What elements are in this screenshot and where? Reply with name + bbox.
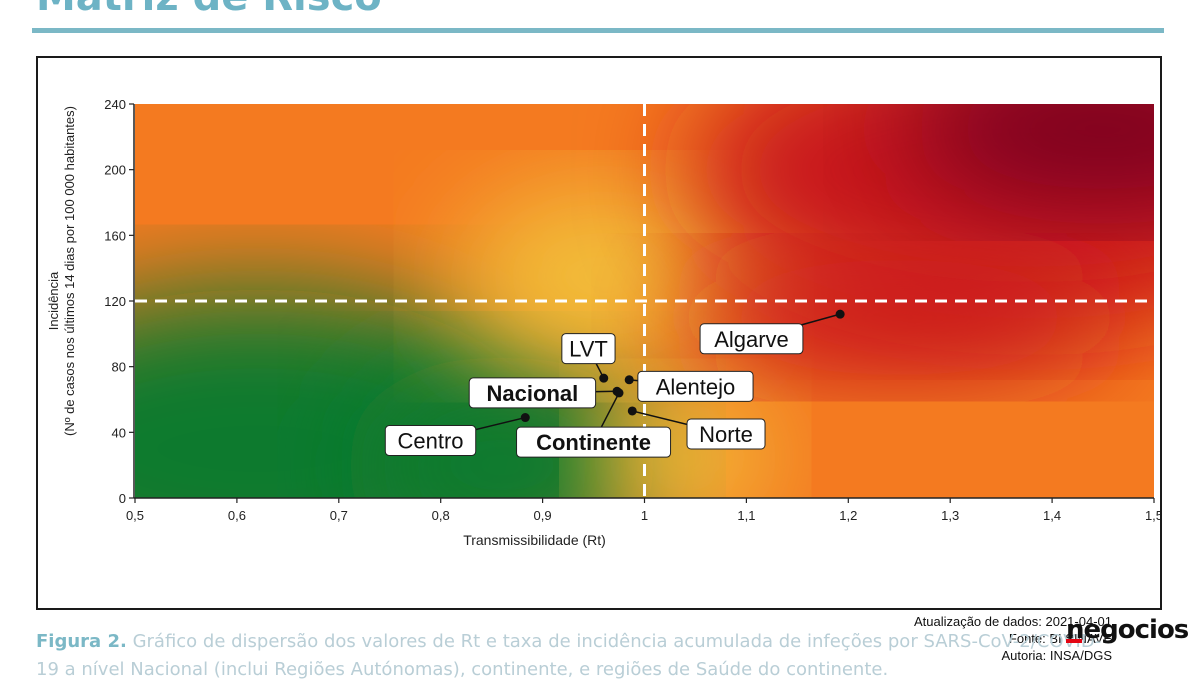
y-tick-label: 200 [104,163,126,178]
bg-yellow-zone-2 [595,386,776,498]
label-box-centro [384,425,477,457]
logo-red-bar [1066,639,1082,643]
page-heading: Matriz de Risco [36,0,382,20]
credits: Atualização de dados: 2021-04-01 Fonte: … [914,613,1112,664]
x-tick-label: 0,7 [330,508,348,523]
x-tick-label: 0,8 [432,508,450,523]
logo-text: negocios [1066,615,1189,645]
label-box-norte [686,418,766,450]
update-date: Atualização de dados: 2021-04-01 [913,614,1112,629]
author-text: Autoria: INSA/DGS [1001,648,1112,663]
y-tick-label: 240 [104,97,126,112]
source-text: Fonte: BI SINAVE [1008,631,1112,646]
x-tick-label: 1 [641,508,648,523]
label-alentejo: Alentejo [656,374,736,399]
bg-yellow-zone [453,186,754,367]
x-tick-label: 1,4 [1043,508,1061,523]
x-tick-label: 1,2 [839,508,857,523]
y-tick-label: 0 [119,491,126,506]
label-centro: Centro [397,429,463,454]
point-alentejo [624,375,634,385]
chart-frame: 0,5 0,6 0,7 0,8 0,9 1 1,1 1,2 1,3 1,4 1,5 0 40 80 120 1… [36,56,1162,663]
point-continente [614,388,624,398]
x-tick-label: 0,5 [126,508,144,523]
label-box-alentejo [637,370,754,402]
bg-darkred-zone [903,104,1154,209]
data-points [520,309,845,423]
y-axis-label: Incidência [46,271,61,330]
x-tick-label: 0,6 [228,508,246,523]
risk-gradient-background [135,104,1154,498]
label-box-continente [516,426,672,458]
y-tick-label: 40 [112,425,126,440]
figure-caption: Figura 2. Gráfico de dispersão dos valor… [36,628,1176,684]
label-nacional: Nacional [487,381,579,406]
x-tick-label: 1,5 [1145,508,1160,523]
label-box-lvt [561,333,616,365]
axes: 0,5 0,6 0,7 0,8 0,9 1 1,1 1,2 1,3 1,4 1,5 0 40 80 120 1… [46,97,1160,548]
point-norte [627,406,637,416]
y-tick-label: 160 [104,228,126,243]
caption-text-1: Gráfico de dispersão dos valores de Rt e… [132,631,1102,652]
bg-red-zone-2 [679,257,1120,378]
heading-rule [32,28,1164,33]
risk-matrix-chart: 0,5 0,6 0,7 0,8 0,9 1 1,1 1,2 1,3 1,4 1,5 0 40 80 120 1… [46,97,1160,548]
label-continente: Continente [536,430,651,455]
x-axis-label: Transmissibilidade (Rt) [463,532,606,548]
y-tick-label: 120 [104,294,126,309]
y-axis-label-2: (Nº de casos nos últimos 14 dias por 100… [62,106,77,436]
caption-label: Figura 2. [36,631,127,652]
point-labels: LVT Alentejo Nacional Continente Norte Centro… [384,323,804,458]
x-tick-label: 1,1 [737,508,755,523]
x-tick-label: 1,3 [941,508,959,523]
point-algarve [835,309,845,319]
label-lvt: LVT [569,337,608,362]
label-algarve: Algarve [714,327,789,352]
label-box-algarve [699,323,804,355]
label-norte: Norte [699,422,753,447]
point-lvt [599,373,609,383]
y-tick-label: 80 [112,360,126,375]
x-tick-label: 0,9 [534,508,552,523]
negocios-logo: negocios [1066,615,1189,645]
label-box-nacional [468,377,597,409]
point-centro [520,413,530,423]
caption-text-2: 19 a nível Nacional (inclui Regiões Autó… [36,659,889,680]
